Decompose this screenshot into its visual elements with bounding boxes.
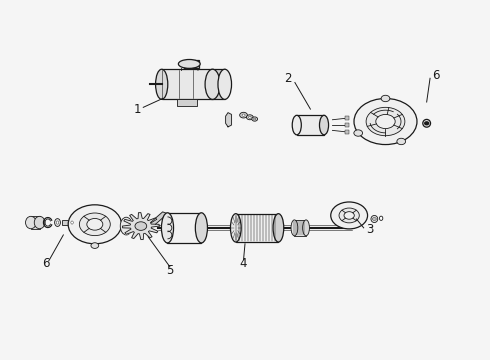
- Circle shape: [68, 205, 122, 244]
- Bar: [344, 123, 349, 127]
- Circle shape: [252, 117, 258, 121]
- Circle shape: [135, 222, 147, 230]
- Circle shape: [240, 112, 247, 118]
- Ellipse shape: [423, 120, 431, 127]
- Polygon shape: [122, 213, 159, 239]
- Circle shape: [354, 130, 363, 136]
- Ellipse shape: [273, 214, 284, 242]
- Circle shape: [354, 99, 417, 145]
- Bar: [177, 99, 196, 106]
- Circle shape: [425, 122, 429, 125]
- Ellipse shape: [291, 220, 298, 236]
- Bar: [344, 116, 349, 120]
- Text: 4: 4: [240, 257, 247, 270]
- Text: 5: 5: [166, 264, 173, 277]
- Circle shape: [376, 114, 395, 129]
- Ellipse shape: [205, 69, 220, 99]
- Circle shape: [344, 212, 354, 219]
- Ellipse shape: [120, 217, 132, 235]
- Ellipse shape: [292, 115, 301, 135]
- Bar: [297, 115, 324, 135]
- Circle shape: [339, 208, 359, 223]
- Bar: [184, 60, 199, 68]
- Ellipse shape: [54, 219, 60, 226]
- Circle shape: [366, 107, 405, 136]
- Bar: [31, 216, 40, 229]
- Text: 3: 3: [367, 223, 374, 236]
- Circle shape: [331, 202, 368, 229]
- Bar: [162, 69, 213, 99]
- Circle shape: [242, 114, 245, 116]
- Circle shape: [381, 95, 390, 102]
- Ellipse shape: [178, 59, 200, 68]
- Ellipse shape: [161, 213, 173, 243]
- Circle shape: [246, 115, 253, 120]
- Polygon shape: [225, 113, 231, 127]
- Circle shape: [372, 217, 376, 220]
- Ellipse shape: [303, 220, 309, 236]
- Circle shape: [253, 118, 256, 120]
- Ellipse shape: [218, 69, 232, 99]
- Bar: [294, 220, 306, 236]
- Ellipse shape: [56, 221, 59, 224]
- Ellipse shape: [34, 216, 45, 229]
- Circle shape: [91, 243, 98, 248]
- Ellipse shape: [319, 115, 329, 135]
- Text: 2: 2: [284, 72, 292, 85]
- Ellipse shape: [379, 216, 383, 220]
- Circle shape: [397, 138, 406, 145]
- Bar: [168, 213, 201, 243]
- Ellipse shape: [230, 214, 241, 242]
- Bar: [236, 214, 278, 242]
- Ellipse shape: [371, 215, 378, 222]
- Text: 1: 1: [134, 103, 141, 116]
- Text: 6: 6: [433, 69, 440, 82]
- Ellipse shape: [196, 213, 207, 243]
- Ellipse shape: [155, 69, 168, 99]
- Ellipse shape: [69, 219, 75, 226]
- Bar: [62, 220, 68, 225]
- Text: 6: 6: [42, 257, 49, 270]
- Ellipse shape: [25, 216, 36, 229]
- Circle shape: [87, 219, 103, 230]
- Polygon shape: [150, 212, 168, 224]
- Circle shape: [248, 116, 251, 118]
- Bar: [211, 69, 225, 99]
- Ellipse shape: [71, 221, 74, 224]
- Circle shape: [79, 213, 110, 235]
- Bar: [344, 130, 349, 134]
